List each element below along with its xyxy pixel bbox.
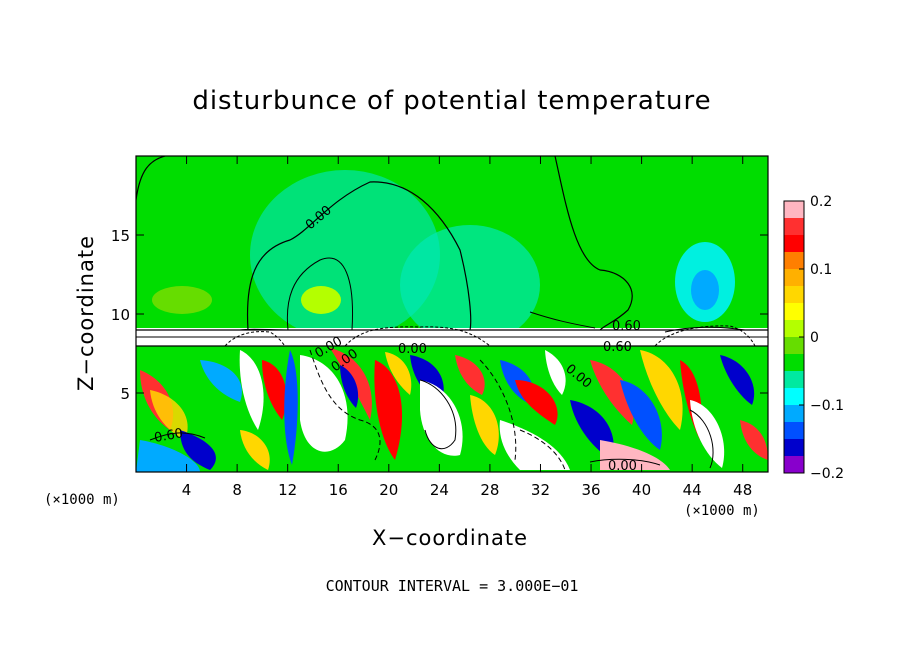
x-axis-ticks: 4 8 12 16 20 24 28 32 36 40 44 48 [182,156,752,499]
colorbar-swatch [784,371,804,389]
anomaly-lower [620,380,662,450]
contour-line [419,379,457,450]
x-tick-label: 36 [581,481,600,499]
x-unit-label-left: (×1000 m) [44,492,120,508]
contour-line [224,331,286,347]
colorbar-swatch [784,439,804,457]
contour-line [149,432,206,441]
x-tick-label: 4 [182,481,192,499]
x-tick-label: 20 [379,481,398,499]
plot-area [136,156,768,472]
anomaly-lower [374,360,403,460]
anomaly-lower [262,360,287,420]
colorbar-swatch [784,456,804,474]
contour-line [136,156,166,201]
contour-line [689,409,714,469]
x-tick-label: 48 [733,481,752,499]
anomaly-upper [250,170,440,340]
colorbar-swatch [784,320,804,338]
anomaly-lower [340,365,359,408]
contour-line [554,156,633,331]
x-tick-label: 32 [531,481,550,499]
colorbar-tick-label: 0 [810,330,819,346]
contour-interval-note: CONTOUR INTERVAL = 3.000E−01 [325,577,579,595]
contour-line [589,458,661,466]
y-tick-label: 10 [111,306,130,324]
colorbar-swatch [784,235,804,253]
anomaly-upper [691,270,719,310]
colorbar-swatch [784,286,804,304]
anomaly-lower [545,350,566,395]
contour-line [309,349,381,461]
chart-title: disturbunce of potential temperature [192,86,712,116]
contour-line [529,311,596,329]
anomaly-lower [136,440,200,472]
anomaly-lower [240,430,270,470]
y-tick-label: 15 [111,227,130,245]
anomaly-lower [300,355,348,452]
colorbar-swatch [784,252,804,270]
y-axis-label-text: Z−coordinate [74,235,98,391]
anomaly-lower [180,430,216,470]
x-tick-label: 40 [632,481,651,499]
contour-label: 0.00 [608,459,637,474]
x-tick-label: 12 [278,481,297,499]
anomaly-lower [470,395,499,455]
anomaly-lower [499,420,570,470]
y-tick-label: 5 [120,385,130,403]
contour-label: 0.60 [603,340,632,355]
colorbar-tick-label: −0.1 [810,398,844,414]
anomaly-lower [330,348,372,420]
anomaly-lower [740,420,768,460]
anomaly-lower [690,400,725,468]
anomaly-lower [590,360,634,425]
colorbar-swatch [784,337,804,355]
colorbar-swatch [784,269,804,287]
anomaly-lower [385,352,412,395]
colorbar-swatch [784,405,804,423]
x-tick-label: 44 [683,481,702,499]
anomaly-lower [455,355,485,395]
colorbar-swatch [784,201,804,219]
x-axis-label: X−coordinate [372,526,528,550]
contour-line [246,181,472,331]
colorbar-swatch [784,422,804,440]
contour-label: 0.60 [153,426,184,446]
colorbar-swatch [784,218,804,236]
anomaly-lower [640,350,683,430]
y-axis-ticks: 5 10 15 [111,227,768,403]
contour-label: 0.00 [398,342,427,357]
anomaly-lower [200,360,242,402]
x-tick-label: 24 [430,481,449,499]
colorbar-swatch [784,303,804,321]
colorbar-swatch [784,388,804,406]
x-tick-label: 16 [329,481,348,499]
anomaly-lower [284,350,298,465]
colorbar-tick-label: −0.2 [810,466,844,482]
x-tick-label: 8 [232,481,242,499]
anomaly-upper [400,225,540,345]
contour-line [479,359,517,461]
contour-line [286,257,353,331]
contour-line [344,326,491,347]
anomaly-lower [720,355,755,405]
anomaly-upper [152,286,212,314]
anomaly-upper [301,286,341,314]
colorbar-tick-label: 0.2 [810,194,832,210]
anomaly-lower [239,350,264,430]
contour-line [519,429,566,471]
contour-label: 0.60 [612,319,641,334]
anomaly-lower [515,380,558,425]
anomaly-lower [420,380,463,456]
colorbar-swatch [784,354,804,372]
x-tick-label: 28 [480,481,499,499]
colorbar: 0.2 0.1 0 −0.1 −0.2 [783,194,844,482]
x-unit-label-right: (×1000 m) [684,503,760,519]
colorbar-tick-label: 0.1 [810,262,832,278]
anomaly-lower [150,390,188,440]
